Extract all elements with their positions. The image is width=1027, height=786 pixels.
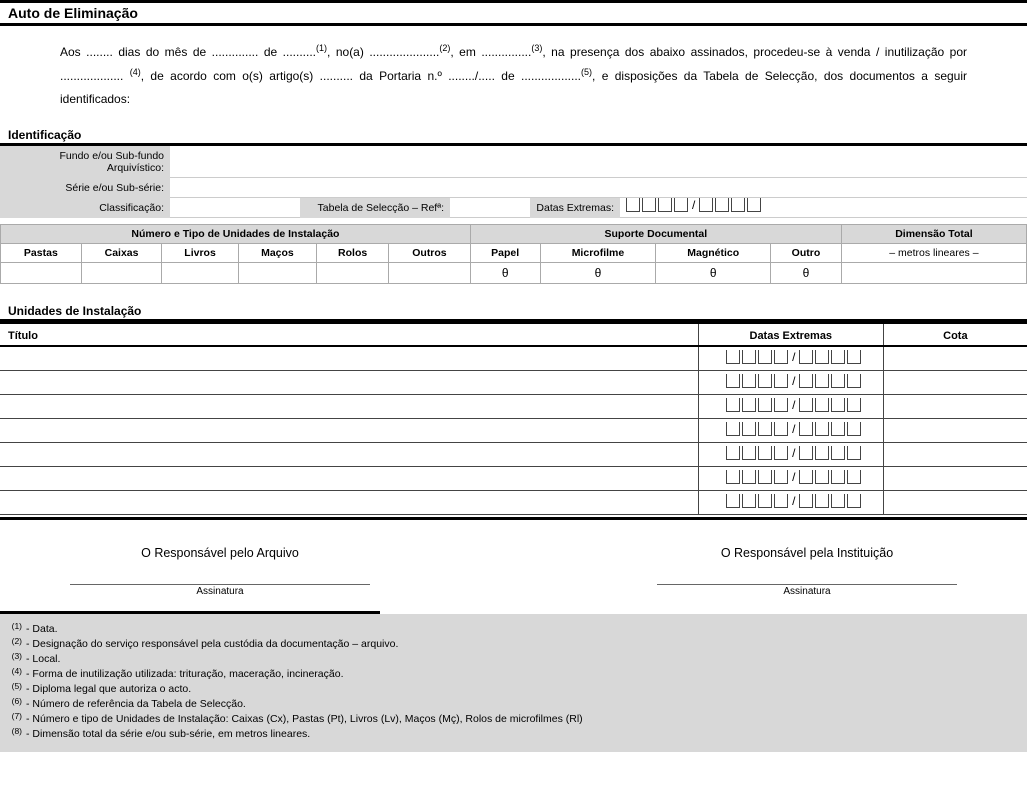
inst-sup-header: Suporte Documental (470, 225, 841, 244)
titulo-cell[interactable] (0, 394, 698, 418)
cell-papel[interactable]: θ (470, 263, 540, 284)
fundo-label: Fundo e/ou Sub-fundo Arquivístico: (0, 146, 170, 178)
col-cota: Cota (883, 323, 1027, 346)
inst-num-header: Número e Tipo de Unidades de Instalação (1, 225, 471, 244)
table-row: / (0, 370, 1027, 394)
cota-cell[interactable] (883, 394, 1027, 418)
signature-section: O Responsável pelo Arquivo Assinatura O … (0, 520, 1027, 611)
titulo-cell[interactable] (0, 346, 698, 370)
footnote: (5)- Diploma legal que autoriza o acto. (6, 682, 1017, 697)
identificacao-grid: Fundo e/ou Sub-fundo Arquivístico: Série… (0, 146, 1027, 218)
signature-instituicao: O Responsável pela Instituição Assinatur… (657, 546, 957, 597)
class-field[interactable] (170, 198, 300, 218)
table-row: / (0, 394, 1027, 418)
instalacao-table: Número e Tipo de Unidades de Instalação … (0, 224, 1027, 284)
footnote: (7)- Número e tipo de Unidades de Instal… (6, 712, 1017, 727)
col-outro: Outro (771, 244, 842, 263)
intro-text: Aos ........ dias do mês de ............… (0, 26, 1027, 124)
datas-cell[interactable]: / (698, 370, 883, 394)
identificacao-heading: Identificação (0, 124, 1027, 146)
datas-cell[interactable]: / (698, 394, 883, 418)
tabela-field[interactable] (450, 198, 530, 218)
cell-rolos[interactable] (317, 263, 389, 284)
cota-cell[interactable] (883, 418, 1027, 442)
col-datas-extremas: Datas Extremas (698, 323, 883, 346)
cota-cell[interactable] (883, 490, 1027, 514)
datas-cell[interactable]: / (698, 466, 883, 490)
titulo-cell[interactable] (0, 370, 698, 394)
sig-line-left[interactable]: Assinatura (70, 584, 370, 597)
col-magnetico: Magnético (656, 244, 771, 263)
datas-cell[interactable]: / (698, 490, 883, 514)
unidades-table: Título Datas Extremas Cota /////// (0, 322, 1027, 515)
table-row: / (0, 418, 1027, 442)
sig-line-right[interactable]: Assinatura (657, 584, 957, 597)
col-microfilme: Microfilme (540, 244, 656, 263)
cell-caixas[interactable] (81, 263, 162, 284)
sig-role-left: O Responsável pelo Arquivo (70, 546, 370, 584)
cota-cell[interactable] (883, 370, 1027, 394)
col-macos: Maços (238, 244, 317, 263)
cell-pastas[interactable] (1, 263, 82, 284)
footnote: (1)- Data. (6, 622, 1017, 637)
footnote: (2)- Designação do serviço responsável p… (6, 637, 1017, 652)
cota-cell[interactable] (883, 466, 1027, 490)
cell-macos[interactable] (238, 263, 317, 284)
signature-arquivo: O Responsável pelo Arquivo Assinatura (70, 546, 370, 597)
cell-microfilme[interactable]: θ (540, 263, 656, 284)
serie-field[interactable] (170, 178, 1027, 198)
cell-dim[interactable] (841, 263, 1026, 284)
footnote: (4)- Forma de inutilização utilizada: tr… (6, 667, 1017, 682)
unidades-heading: Unidades de Instalação (0, 300, 1027, 322)
cell-livros[interactable] (162, 263, 238, 284)
col-outros: Outros (389, 244, 471, 263)
serie-label: Série e/ou Sub-série: (0, 178, 170, 198)
cell-magnetico[interactable]: θ (656, 263, 771, 284)
datas-cell[interactable]: / (698, 442, 883, 466)
col-papel: Papel (470, 244, 540, 263)
table-row: / (0, 466, 1027, 490)
cell-outros[interactable] (389, 263, 471, 284)
page-title: Auto de Eliminação (0, 0, 1027, 26)
tabela-label: Tabela de Selecção – Refª: (300, 198, 450, 218)
sig-role-right: O Responsável pela Instituição (657, 546, 957, 584)
fundo-field[interactable] (170, 146, 1027, 178)
inst-dim-header: Dimensão Total (841, 225, 1026, 244)
titulo-cell[interactable] (0, 418, 698, 442)
titulo-cell[interactable] (0, 490, 698, 514)
titulo-cell[interactable] (0, 442, 698, 466)
footnote: (6)- Número de referência da Tabela de S… (6, 697, 1017, 712)
cell-outro[interactable]: θ (771, 263, 842, 284)
col-caixas: Caixas (81, 244, 162, 263)
col-dim-sub: – metros lineares – (841, 244, 1026, 263)
inst-data-row: θ θ θ θ (1, 263, 1027, 284)
footnote: (8)- Dimensão total da série e/ou sub-sé… (6, 727, 1017, 742)
date-boxes: / (620, 198, 761, 212)
titulo-cell[interactable] (0, 466, 698, 490)
datas-cell[interactable]: / (698, 418, 883, 442)
footnotes: (1)- Data.(2)- Designação do serviço res… (0, 614, 1027, 752)
datas-field[interactable]: / (620, 198, 1027, 218)
footnote: (3)- Local. (6, 652, 1017, 667)
datas-cell[interactable]: / (698, 346, 883, 370)
datas-label: Datas Extremas: (530, 198, 620, 218)
cota-cell[interactable] (883, 346, 1027, 370)
table-row: / (0, 442, 1027, 466)
col-livros: Livros (162, 244, 238, 263)
col-rolos: Rolos (317, 244, 389, 263)
table-row: / (0, 346, 1027, 370)
cota-cell[interactable] (883, 442, 1027, 466)
col-titulo: Título (0, 323, 698, 346)
col-pastas: Pastas (1, 244, 82, 263)
table-row: / (0, 490, 1027, 514)
class-label: Classificação: (0, 198, 170, 218)
